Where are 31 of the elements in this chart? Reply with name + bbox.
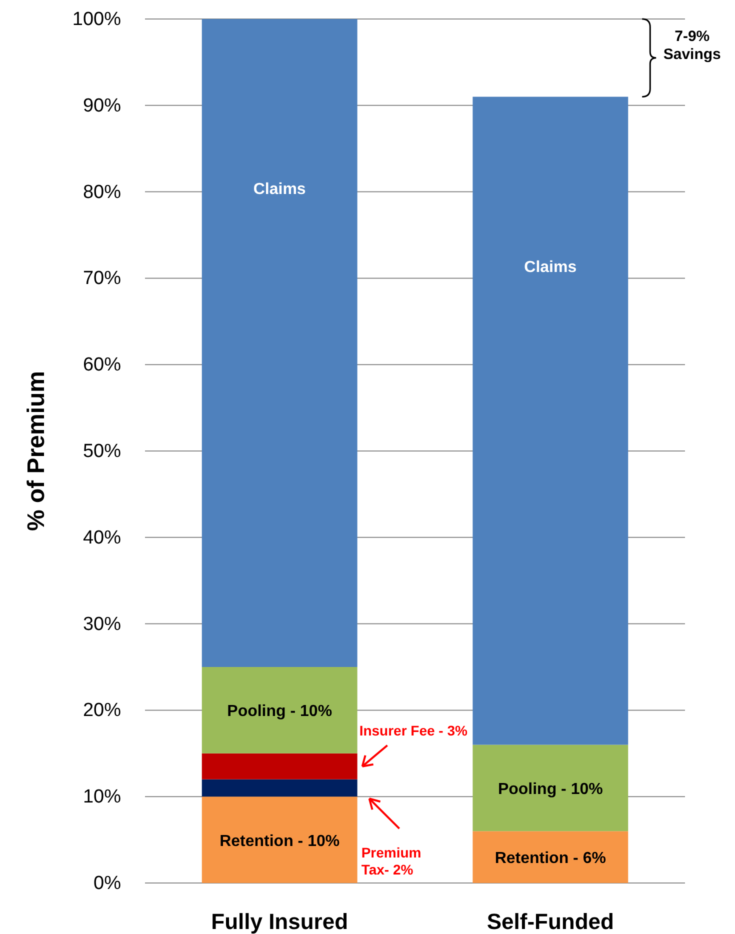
x-tick-label: Self-Funded [486, 909, 614, 934]
bar [202, 753, 358, 780]
bar [202, 19, 358, 667]
bar [202, 667, 358, 754]
annotation: Retention - 6% [494, 850, 606, 868]
annotation: Retention - 10% [220, 832, 340, 850]
y-tick-label: 50% [82, 441, 122, 462]
x-tick-label: Fully Insured [211, 909, 348, 934]
annotation: Pooling - 10% [227, 703, 332, 720]
y-tick-label: 0% [94, 873, 122, 894]
annotation: 7-9% Savings [663, 28, 721, 63]
y-tick-label: 70% [82, 268, 122, 290]
y-axis-title: % of Premium [23, 370, 50, 532]
annotation: Claims [253, 181, 306, 198]
y-tick-label: 100% [72, 9, 122, 30]
y-tick-label: 30% [82, 614, 122, 635]
y-tick-label: 40% [82, 527, 122, 548]
annotation: Insurer Fee - 3% [359, 722, 468, 738]
y-tick-label: 90% [82, 95, 122, 116]
y-tick-label: 10% [82, 786, 122, 808]
bar [472, 831, 628, 883]
annotation: Claims [524, 258, 577, 276]
annotation: Pooling - 10% [498, 780, 603, 798]
y-tick-label: 80% [82, 182, 122, 203]
bar [202, 796, 358, 883]
bar [472, 96, 628, 745]
y-tick-label: 20% [82, 700, 122, 722]
bar [472, 744, 628, 832]
y-tick-label: 60% [82, 354, 122, 376]
annotation: Premium Tax- 2% [361, 844, 422, 878]
bar [202, 779, 358, 797]
